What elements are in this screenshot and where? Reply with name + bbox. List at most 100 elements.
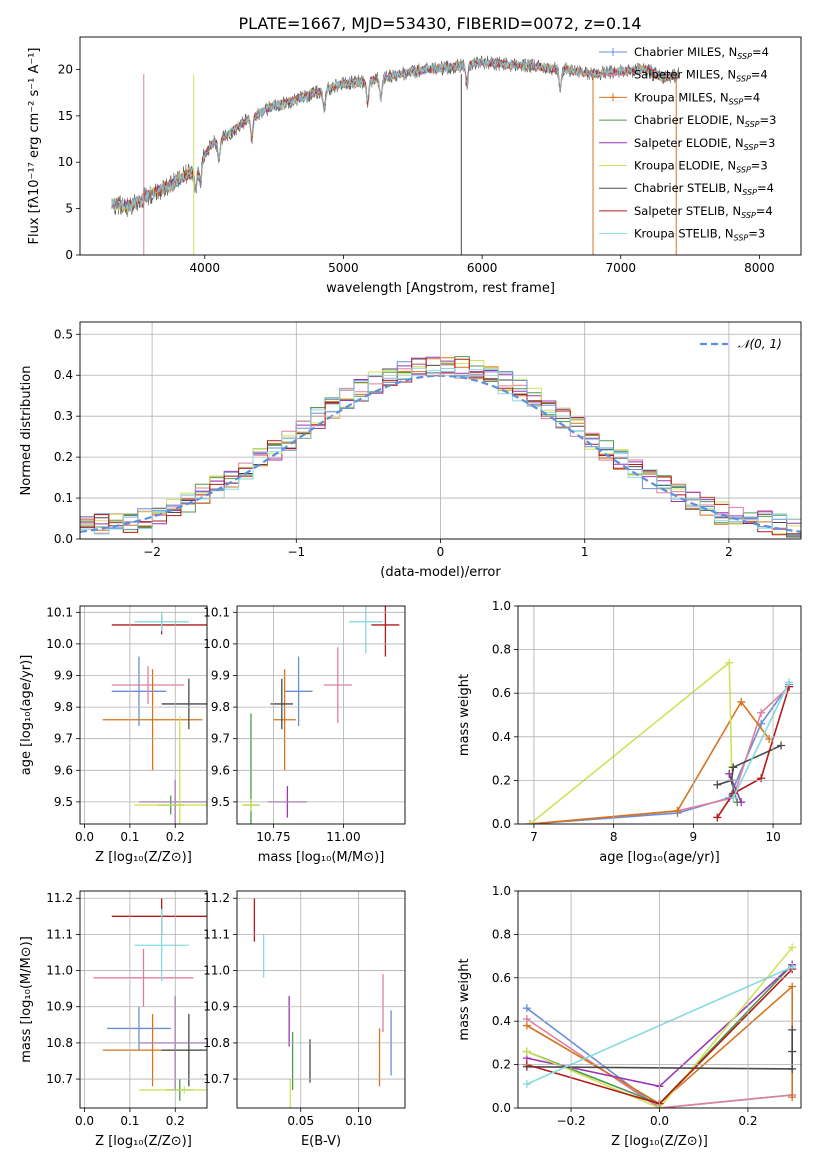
y-tick-label: 0.0 [54, 532, 73, 546]
panel-mass_vs_Z: 0.0 0.1 0.2 10.7 10.8 10.9 11.0 11.1 11.2 Z [log₁… [19, 890, 208, 1149]
legend-entry: Salpeter STELIB, NSSP=4 [634, 204, 773, 220]
legend-entry: Kroupa MILES, NSSP=4 [634, 90, 760, 106]
legend-entry: Chabrier ELODIE, NSSP=3 [634, 113, 776, 129]
y-axis-label: mass weight [457, 674, 472, 756]
y-axis-label: Normed distribution [19, 366, 34, 496]
y-tick-label: 0.8 [492, 643, 511, 657]
weight-point-kroupa_stelib [785, 678, 794, 687]
plot-area [111, 55, 680, 255]
weight-point-chabrier_stelib [788, 1064, 797, 1073]
spectrum-line-kroupa_stelib [111, 57, 680, 211]
weight-point-kroupa_stelib [729, 793, 738, 802]
legend-entry: Chabrier STELIB, NSSP=4 [634, 181, 774, 197]
x-tick-label: 2 [725, 545, 733, 559]
y-tick-label: 0.5 [54, 327, 73, 341]
x-tick-label: 0 [437, 545, 445, 559]
legend-marker [609, 48, 617, 56]
weight-line-chabrier_miles [529, 684, 790, 824]
weight-point-chabrier_miles [522, 1004, 531, 1013]
x-tick-label: 11.00 [326, 830, 360, 844]
weight-point-chabrier_stelib [788, 1025, 797, 1034]
weight-point-kroupa_miles [765, 734, 774, 743]
plot-area [525, 658, 794, 824]
weight-point-kroupa_miles [788, 982, 797, 991]
weight-line-kroupa_miles [529, 700, 770, 824]
weight-point-kroupa_elodie [522, 1047, 531, 1056]
axes-frame [517, 605, 802, 825]
y-tick-label: 0.4 [492, 730, 511, 744]
y-axis-label: age [log₁₀(age/yr)] [19, 655, 34, 776]
weight-point-kroupa_miles [522, 1021, 531, 1030]
y-axis-label: mass weight [457, 958, 472, 1040]
x-tick-label: 10.75 [256, 830, 290, 844]
spectrum-line-chabrier_miles [111, 58, 680, 212]
weight-point-kroupa_stelib [788, 962, 797, 971]
weight-point-kroupa_stelib [522, 1080, 531, 1089]
y-tick-label: 10.0 [203, 637, 230, 651]
panel-age_vs_Z: 0.0 0.1 0.2 9.5 9.6 9.7 9.8 9.9 10.0 10.1 Z [log₁₀… [19, 605, 208, 865]
y-tick-label: 9.6 [54, 763, 73, 777]
x-tick-label: 8 [610, 830, 618, 844]
weight-point-chabrier_stelib [729, 763, 738, 772]
y-tick-label: 11.2 [203, 891, 230, 905]
y-tick-label: 9.5 [211, 795, 230, 809]
y-tick-label: 0.2 [54, 450, 73, 464]
spectrum-line-chabrier_elodie [111, 57, 680, 212]
y-tick-label: 10.1 [203, 605, 230, 619]
y-tick-label: 15 [58, 109, 73, 123]
weight-line-chabrier_stelib [717, 744, 782, 786]
weight-line-salpeter_stelib [716, 686, 790, 818]
y-axis-label: Flux [fλ10⁻¹⁷ erg cm⁻² s⁻¹ A⁻¹] [27, 48, 42, 245]
y-tick-label: 11.1 [203, 927, 230, 941]
figure-title: PLATE=1667, MJD=53430, FIBERID=0072, z=0… [238, 14, 641, 33]
weight-point-salpeter_miles [757, 708, 766, 717]
y-tick-label: 0.1 [54, 491, 73, 505]
x-tick-label: 0.1 [120, 1114, 139, 1128]
x-tick-label: 7 [530, 830, 538, 844]
legend-entry: 𝒩(0, 1) [738, 337, 782, 351]
y-tick-label: 0 [65, 248, 73, 262]
x-tick-label: −2 [143, 545, 161, 559]
y-tick-label: 20 [58, 62, 73, 76]
y-tick-label: 11.0 [203, 964, 230, 978]
y-tick-label: 9.9 [54, 669, 73, 683]
x-tick-label: 6000 [467, 261, 498, 275]
y-tick-label: 0.4 [54, 368, 73, 382]
weight-point-chabrier_stelib [713, 780, 722, 789]
panel-mass_vs_ebv: 0.05 0.10 10.7 10.8 10.9 11.0 11.1 11.2 E(B-V) [203, 890, 406, 1149]
plot-area [253, 898, 392, 1108]
panel-spectrum: 4000 5000 6000 7000 8000 0 5 10 15 20 wavelength [… [27, 36, 802, 296]
axes-frame [79, 890, 208, 1109]
weight-point-chabrier_stelib [788, 1047, 797, 1056]
legend-marker [609, 70, 617, 79]
spectrum-line-kroupa_miles [111, 58, 680, 213]
x-tick-label: 9 [690, 830, 698, 844]
spectrum-line-chabrier_stelib [111, 55, 680, 218]
spectrum-line-salpeter_stelib [111, 57, 680, 212]
legend: Chabrier MILES, NSSP=4 Salpeter MILES, NS… [599, 45, 776, 243]
y-tick-label: 10.1 [46, 605, 73, 619]
y-tick-label: 0.2 [492, 1058, 511, 1072]
legend-entry: Salpeter MILES, NSSP=4 [634, 68, 768, 84]
weight-point-kroupa_miles [788, 1093, 797, 1102]
y-axis-label: mass [log₁₀(M/M⊙)] [19, 936, 34, 1063]
y-tick-label: 10.8 [203, 1036, 230, 1050]
x-axis-label: mass [log₁₀(M/M⊙)] [258, 850, 385, 865]
x-tick-label: 4000 [190, 261, 221, 275]
axes-frame [79, 605, 208, 825]
y-tick-label: 10.7 [203, 1072, 230, 1086]
axes-frame [236, 890, 406, 1109]
axes-frame [517, 890, 802, 1109]
y-tick-label: 9.8 [54, 700, 73, 714]
y-tick-label: 9.9 [211, 669, 230, 683]
x-tick-label: 0.1 [120, 830, 139, 844]
weight-point-kroupa_elodie [788, 943, 797, 952]
legend-entry: Kroupa ELODIE, NSSP=3 [634, 159, 768, 175]
weight-point-salpeter_stelib [713, 813, 722, 822]
x-axis-label: (data-model)/error [380, 565, 501, 580]
spectrum-line-salpeter_miles [111, 57, 680, 213]
x-tick-label: 0.2 [166, 830, 185, 844]
x-tick-label: 0.05 [287, 1114, 314, 1128]
x-tick-label: 0.0 [650, 1114, 669, 1128]
